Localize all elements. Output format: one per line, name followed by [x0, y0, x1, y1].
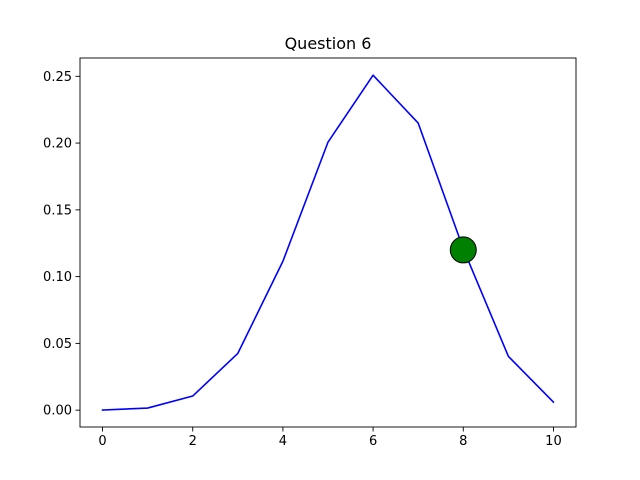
chart-title: Question 6 [285, 34, 372, 53]
axes-frame [79, 57, 577, 428]
x-tick-label: 2 [189, 434, 197, 449]
y-tick-label: 0.10 [43, 270, 72, 285]
y-tick-label: 0.00 [43, 404, 72, 419]
x-tick-label: 6 [369, 434, 377, 449]
y-tick-label: 0.15 [43, 203, 72, 218]
series-line-0 [101, 74, 555, 411]
x-tick-label: 10 [545, 434, 562, 449]
plot-area: 0 2 4 6 8 10 0.00 0.05 0.10 0.15 0.20 0.25 [43, 57, 577, 449]
x-tick-label: 8 [459, 434, 467, 449]
x-tick-label: 0 [98, 434, 106, 449]
highlight-point-marker [449, 236, 477, 264]
y-tick-label: 0.20 [43, 137, 72, 152]
y-tick-label: 0.05 [43, 337, 72, 352]
y-tick-label: 0.25 [43, 70, 72, 85]
x-tick-label: 4 [279, 434, 287, 449]
